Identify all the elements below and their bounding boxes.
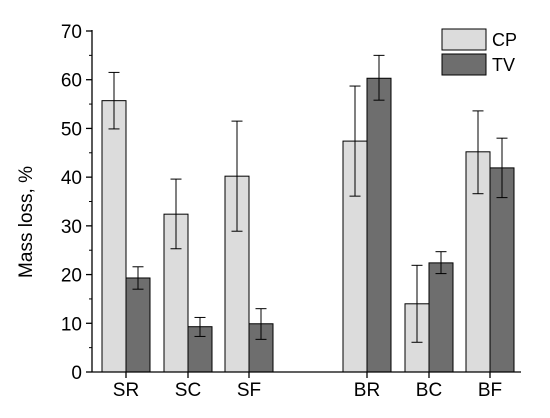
error-bar-tv-bc <box>435 251 447 275</box>
x-tick-label: SC <box>175 380 201 401</box>
bar-tv-bc <box>428 262 454 373</box>
bar-tv-bf <box>489 167 515 373</box>
bar-tv-br <box>366 77 392 373</box>
error-bar-cp-br <box>349 85 361 197</box>
legend-label-tv: TV <box>492 55 515 75</box>
legend: CP TV <box>441 28 517 76</box>
error-bar-tv-sf <box>255 308 267 340</box>
y-tick-label: 30 <box>61 217 82 238</box>
error-bar-tv-sr <box>132 266 144 290</box>
y-tick-label: 40 <box>61 168 82 189</box>
y-tick-label: 10 <box>61 314 82 335</box>
error-bar-cp-bc <box>411 264 423 343</box>
x-axis: SR SC SF BR BC BF <box>92 371 521 401</box>
y-tick-label: 0 <box>71 363 82 384</box>
error-bar-tv-sc <box>194 316 206 337</box>
x-tick-label: SF <box>237 380 261 401</box>
y-tick-label: 60 <box>61 71 82 92</box>
error-bar-tv-br <box>373 54 385 101</box>
bar-cp-sr <box>101 100 127 373</box>
error-bar-cp-sr <box>108 71 120 130</box>
bars-layer <box>101 77 515 373</box>
x-tick-label: BF <box>478 380 502 401</box>
error-bar-cp-sf <box>231 120 243 232</box>
bar-tv-sr <box>125 277 151 373</box>
x-tick-label: BR <box>354 380 380 401</box>
x-tick-label: BC <box>416 380 442 401</box>
y-tick-label: 20 <box>61 266 82 287</box>
y-tick-label: 70 <box>61 22 82 43</box>
x-tick-label: SR <box>113 380 139 401</box>
error-bars-layer <box>108 54 508 343</box>
legend-swatch-cp <box>441 28 487 51</box>
y-axis-label: Mass loss, % <box>16 166 37 278</box>
legend-label-cp: CP <box>492 30 517 50</box>
y-axis: 0 10 20 30 40 50 60 70 <box>61 22 93 384</box>
error-bar-cp-sc <box>170 178 182 250</box>
legend-swatch-tv <box>441 53 487 76</box>
y-tick-label: 50 <box>61 119 82 140</box>
error-bar-tv-bf <box>496 137 508 199</box>
error-bar-cp-bf <box>472 110 484 195</box>
